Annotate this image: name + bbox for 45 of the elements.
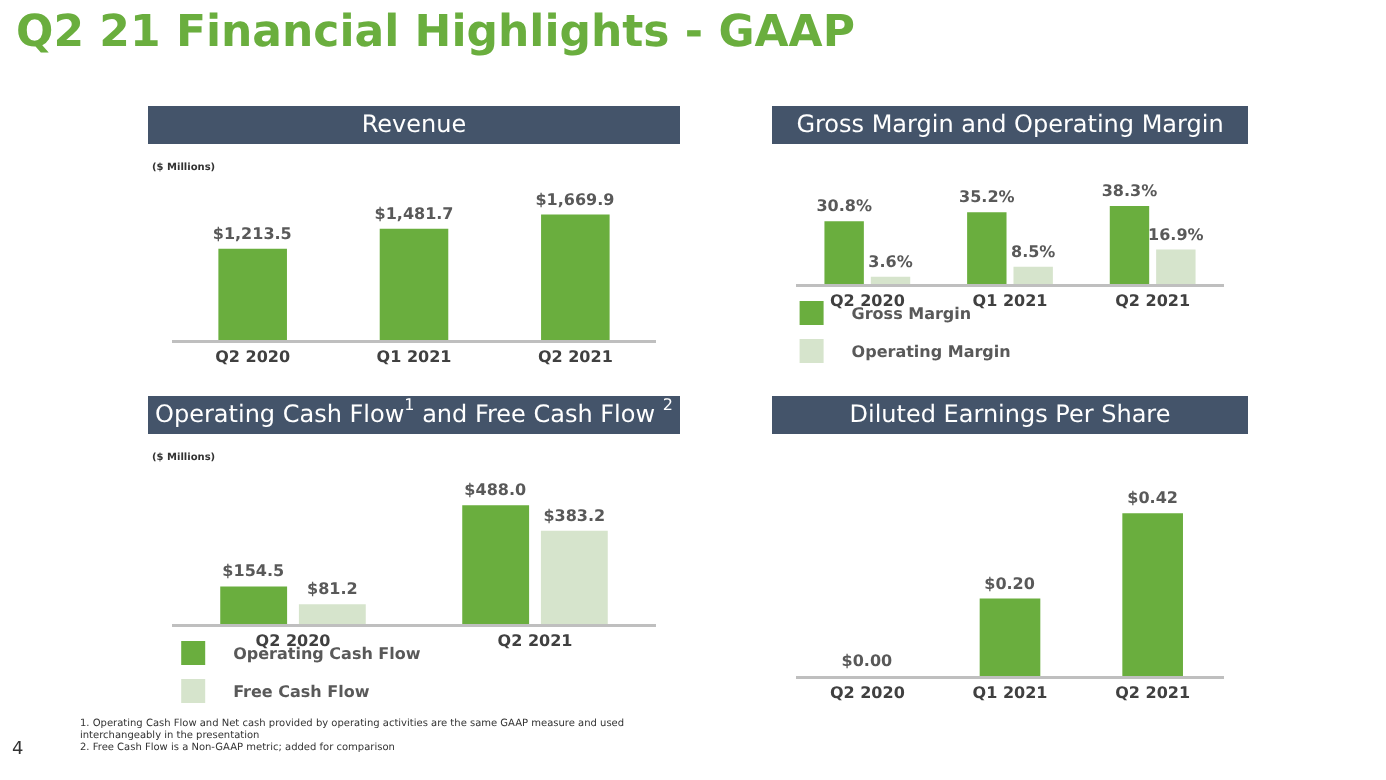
data-label: $1,481.7 bbox=[374, 204, 454, 223]
data-label: 30.8% bbox=[816, 197, 872, 216]
bar bbox=[462, 505, 530, 624]
x-tick-label: Q2 2021 bbox=[537, 348, 614, 367]
x-tick-label: Q2 2021 bbox=[497, 632, 574, 651]
data-label: 38.3% bbox=[1101, 182, 1158, 201]
data-label: 3.6% bbox=[868, 252, 913, 271]
chart-title: Operating Cash Flow$^{1}$ and Free Cash Flow $^{2}$ bbox=[148, 396, 680, 434]
x-tick-label: Q1 2021 bbox=[376, 348, 453, 367]
x-tick-label: Q2 2020 bbox=[215, 348, 291, 367]
chart-title: Revenue bbox=[148, 106, 680, 144]
legend-label: Operating Margin bbox=[851, 343, 1012, 362]
x-tick-label: Q1 2021 bbox=[972, 684, 1049, 703]
data-label: 16.9% bbox=[1148, 225, 1204, 244]
chart-title: Gross Margin and Operating Margin bbox=[772, 106, 1248, 144]
bar bbox=[1109, 206, 1150, 284]
data-label: $0.42 bbox=[1127, 489, 1178, 508]
bar bbox=[870, 276, 911, 284]
x-tick-label: Q2 2021 bbox=[1115, 684, 1191, 703]
x-tick-label: Q2 2020 bbox=[829, 684, 906, 703]
data-label: $0.00 bbox=[841, 652, 894, 670]
x-tick-label: Q2 2021 bbox=[1115, 292, 1191, 311]
data-label: $81.2 bbox=[307, 580, 358, 599]
bar bbox=[967, 212, 1007, 284]
bar bbox=[298, 604, 366, 624]
data-label: $0.20 bbox=[984, 574, 1036, 593]
bar bbox=[540, 530, 608, 624]
data-label: $154.5 bbox=[222, 562, 285, 581]
legend-label: Gross Margin bbox=[851, 305, 972, 324]
x-tick-label: Q1 2021 bbox=[972, 292, 1049, 311]
bar bbox=[1013, 266, 1053, 284]
data-label: $1,669.9 bbox=[535, 190, 616, 209]
text: Q2 21 Financial Highlights - GAAP bbox=[16, 8, 855, 58]
bar bbox=[824, 221, 864, 284]
data-label: 35.2% bbox=[959, 188, 1015, 207]
data-label: 8.5% bbox=[1010, 242, 1056, 261]
bar bbox=[220, 586, 288, 624]
legend-label: Free Cash Flow bbox=[233, 683, 371, 702]
data-label: $383.2 bbox=[543, 506, 606, 525]
bar bbox=[1156, 249, 1196, 284]
text: 4 bbox=[12, 740, 24, 760]
data-label: $488.0 bbox=[464, 481, 527, 500]
chart-title: Diluted Earnings Per Share bbox=[772, 396, 1248, 434]
legend-label: Operating Cash Flow bbox=[233, 645, 422, 664]
data-label: $1,213.5 bbox=[212, 224, 293, 243]
